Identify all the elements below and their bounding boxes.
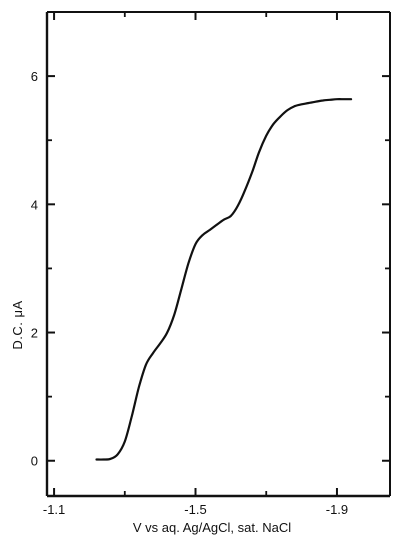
data-point	[202, 235, 203, 236]
y-axis-label: D.C. μA	[10, 300, 25, 349]
x-axis-label: V vs aq. Ag/AgCl, sat. NaCl	[133, 520, 291, 535]
y-tick-label: 2	[31, 326, 38, 341]
data-point	[252, 172, 253, 173]
data-point	[131, 415, 132, 416]
data-point	[336, 99, 337, 100]
data-point	[343, 99, 344, 100]
series-line	[95, 98, 353, 461]
data-point	[216, 224, 217, 225]
data-point	[181, 288, 182, 289]
data-point	[322, 100, 323, 101]
data-point	[103, 459, 104, 460]
data-point	[153, 352, 154, 353]
y-tick-label: 4	[31, 197, 38, 212]
data-point	[273, 124, 274, 125]
data-point	[167, 332, 168, 333]
data-point	[209, 229, 210, 230]
data-point	[195, 244, 196, 245]
data-point	[174, 314, 175, 315]
y-tick-label: 6	[31, 69, 38, 84]
data-point	[145, 364, 146, 365]
data-point	[237, 205, 238, 206]
data-point	[280, 116, 281, 117]
data-point	[117, 454, 118, 455]
data-point	[266, 135, 267, 136]
x-tick-label: -1.5	[184, 502, 206, 517]
x-tick-label: -1.1	[43, 502, 65, 517]
data-point	[351, 99, 352, 100]
y-tick-label: 0	[31, 454, 38, 469]
data-point	[287, 110, 288, 111]
data-point	[301, 104, 302, 105]
data-point	[308, 102, 309, 103]
data-point	[329, 99, 330, 100]
data-point	[138, 386, 139, 387]
data-point	[110, 458, 111, 459]
data-point	[244, 190, 245, 191]
data-point	[160, 343, 161, 344]
data-point	[223, 219, 224, 220]
data-point	[188, 263, 189, 264]
data-point	[230, 215, 231, 216]
data-point	[124, 441, 125, 442]
data-point	[259, 151, 260, 152]
data-point	[96, 459, 97, 460]
data-point	[294, 106, 295, 107]
data-point	[315, 101, 316, 102]
x-tick-label: -1.9	[326, 502, 348, 517]
